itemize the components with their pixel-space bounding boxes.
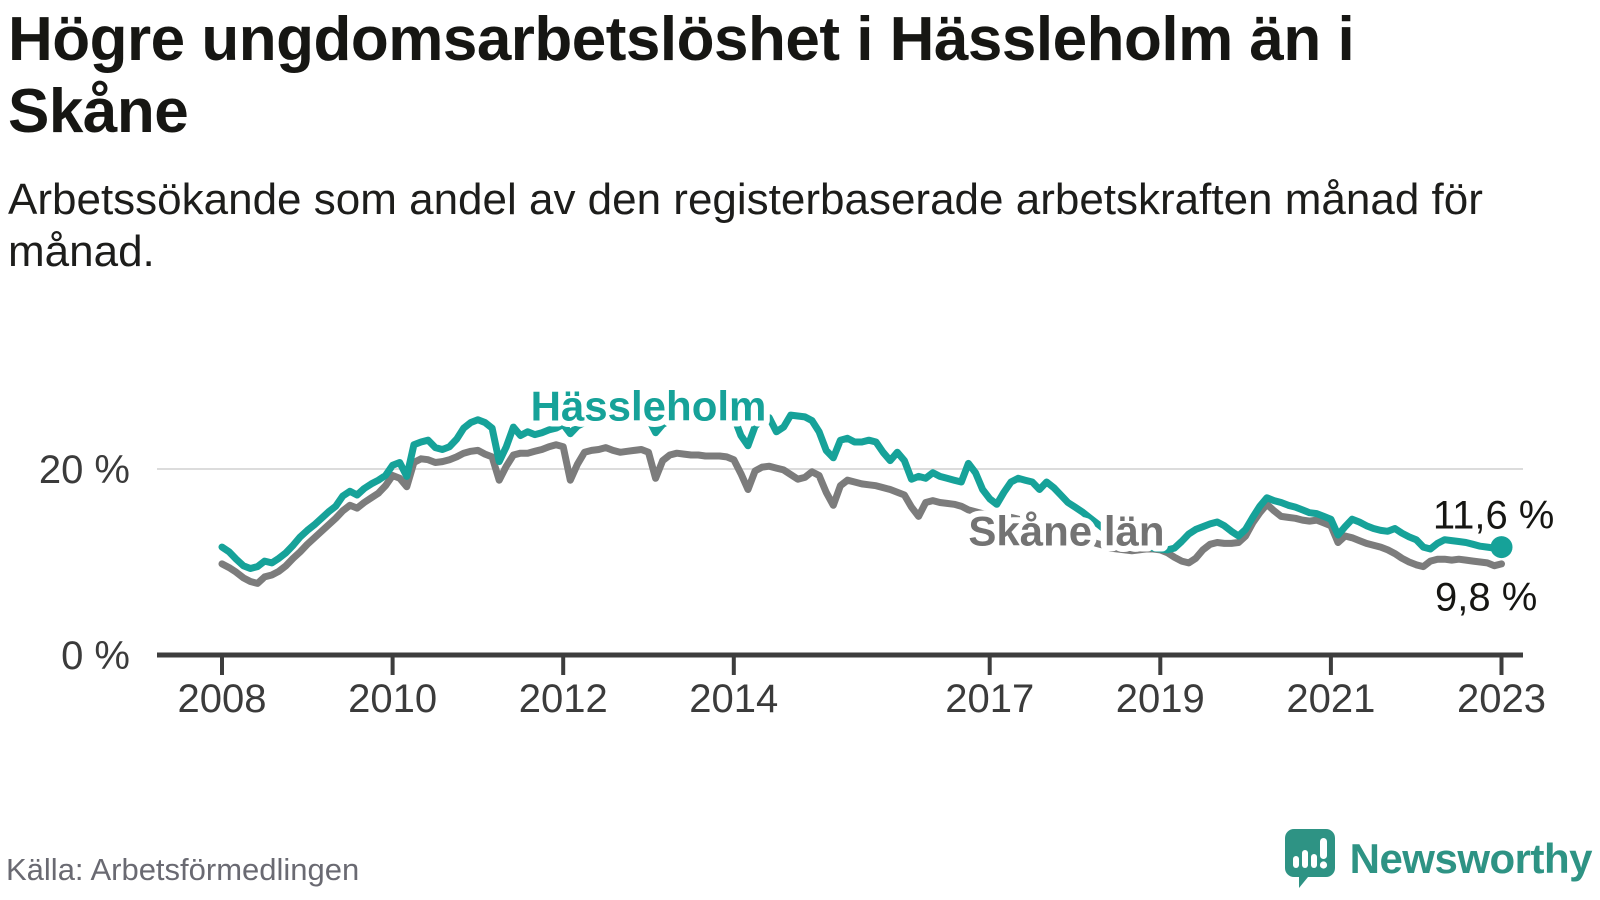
x-tick-label-2012: 2012 bbox=[519, 677, 608, 720]
x-tick-label-2014: 2014 bbox=[689, 677, 778, 720]
source-note: Källa: Arbetsförmedlingen bbox=[6, 852, 360, 887]
y-tick-label-20: 20 % bbox=[39, 448, 130, 492]
logo-bar-tall bbox=[1310, 854, 1317, 868]
series-line-skane-lan bbox=[218, 441, 1505, 587]
logo-bar-medium bbox=[1301, 850, 1308, 868]
page-title: Högre ungdomsarbetslöshet i Hässleholm ä… bbox=[8, 5, 1355, 146]
x-tick-label-2019: 2019 bbox=[1116, 677, 1205, 720]
newsworthy-brand: Newsworthy bbox=[1284, 828, 1593, 890]
logo-bar-small bbox=[1292, 856, 1299, 868]
y-tick-label-0: 0 % bbox=[61, 634, 130, 678]
header: Högre ungdomsarbetslöshet i Hässleholm ä… bbox=[8, 4, 1568, 278]
logo-exclamation-bar bbox=[1319, 838, 1327, 859]
series-label-skane-lan: Skåne län bbox=[968, 507, 1164, 554]
x-tick-label-2010: 2010 bbox=[348, 677, 437, 720]
logo-exclamation-dot bbox=[1319, 861, 1327, 869]
x-tick-label-2021: 2021 bbox=[1286, 677, 1375, 720]
end-value-label-hassleholm: 11,6 % bbox=[1433, 494, 1555, 538]
page-subtitle: Arbetssökande som andel av den registerb… bbox=[8, 174, 1483, 276]
newsworthy-logo-icon bbox=[1284, 829, 1335, 888]
speech-bubble-shape bbox=[1284, 829, 1335, 888]
end-value-label-skane-lan: 9,8 % bbox=[1435, 575, 1537, 619]
x-tick-label-2023: 2023 bbox=[1457, 677, 1546, 720]
series-line-hassleholm bbox=[218, 410, 1505, 572]
x-tick-label-2008: 2008 bbox=[178, 677, 267, 720]
end-dot-hassleholm bbox=[1490, 536, 1513, 559]
unemployment-line-chart: 2008 2010 2012 2014 2017 2019 2021 2023 0 % 20 % H… bbox=[39, 377, 1555, 720]
series-label-hassleholm: Hässleholm bbox=[531, 383, 767, 430]
brand-name: Newsworthy bbox=[1349, 835, 1593, 882]
x-tick-label-2017: 2017 bbox=[945, 677, 1034, 720]
